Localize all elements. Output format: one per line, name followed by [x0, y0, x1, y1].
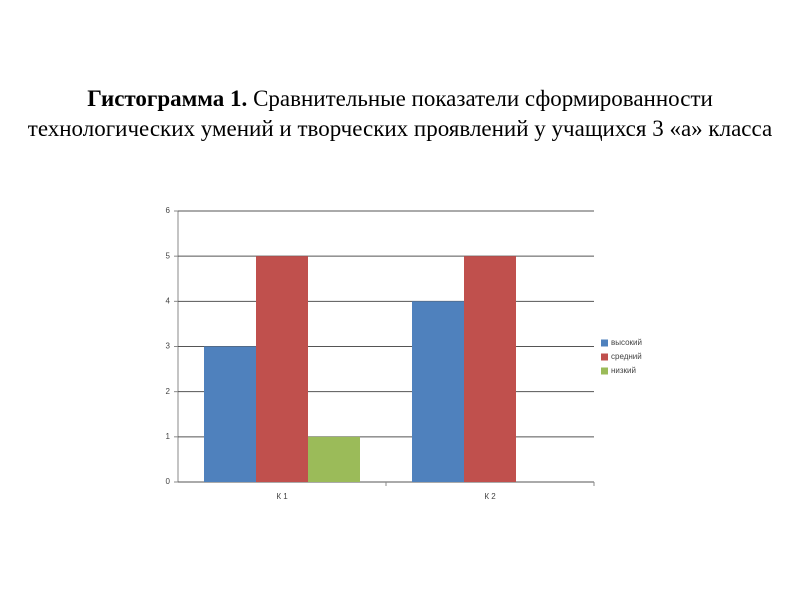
- chart-title: Гистограмма 1. Сравнительные показатели …: [20, 84, 780, 144]
- title-label: Гистограмма 1.: [87, 86, 248, 111]
- y-tick-label: 4: [166, 296, 171, 305]
- legend-label: низкий: [611, 366, 636, 375]
- y-tick-label: 1: [166, 432, 171, 441]
- legend-label: средний: [611, 352, 642, 361]
- y-tick-label: 6: [166, 206, 171, 215]
- y-tick-label: 2: [166, 387, 171, 396]
- bar: [204, 346, 256, 482]
- legend-label: высокий: [611, 338, 642, 347]
- legend-swatch: [601, 353, 608, 361]
- title-text: Сравнительные показатели сформированност…: [27, 86, 773, 141]
- legend-swatch: [601, 367, 608, 375]
- bar: [256, 256, 308, 482]
- x-tick-label: К 1: [276, 492, 288, 501]
- bar: [308, 436, 360, 482]
- legend-swatch: [601, 339, 608, 347]
- bar: [412, 301, 464, 482]
- y-tick-label: 0: [166, 477, 171, 486]
- y-tick-label: 5: [166, 251, 171, 260]
- y-tick-label: 3: [166, 342, 171, 351]
- x-tick-label: К 2: [484, 492, 496, 501]
- bar: [464, 256, 516, 482]
